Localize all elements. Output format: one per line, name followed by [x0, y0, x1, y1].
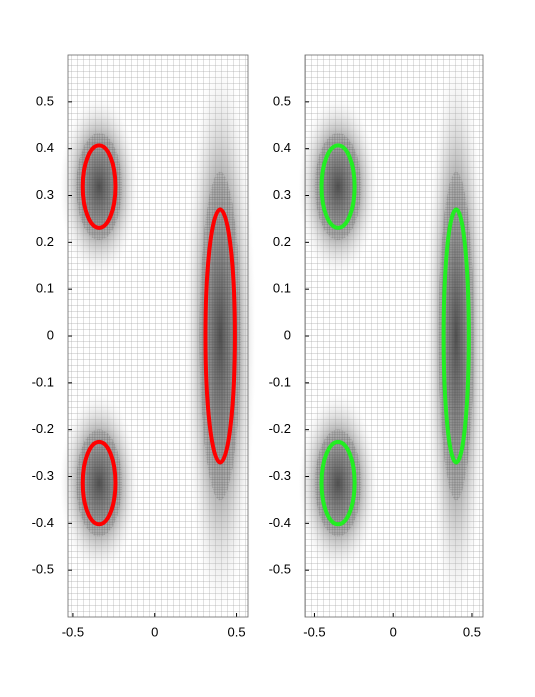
y-tick-label: 0: [284, 327, 291, 342]
x-tick-label: -0.5: [303, 624, 325, 639]
plot-frame: [304, 54, 484, 618]
y-tick-label: 0.2: [36, 234, 54, 249]
x-tick-label: 0.5: [463, 624, 481, 639]
y-tick-label: 0.2: [273, 234, 291, 249]
x-tick-label: 0: [390, 624, 397, 639]
y-tick-label: -0.1: [32, 374, 54, 389]
y-tick-label: 0.1: [36, 281, 54, 296]
contour: [80, 439, 118, 527]
y-tick-label: -0.4: [269, 515, 291, 530]
y-tick-label: -0.1: [269, 374, 291, 389]
y-tick-label: -0.3: [32, 468, 54, 483]
y-tick-label: 0.1: [273, 281, 291, 296]
y-tick-label: 0.4: [273, 140, 291, 155]
y-tick-label: 0: [47, 327, 54, 342]
y-tick-label: 0.3: [273, 187, 291, 202]
y-tick-label: 0.5: [36, 93, 54, 108]
contour: [80, 143, 118, 230]
contour: [441, 207, 471, 465]
y-tick-label: -0.4: [32, 515, 54, 530]
x-tick-label: 0.5: [228, 624, 246, 639]
y-tick-label: 0.4: [36, 140, 54, 155]
y-tick-label: -0.3: [269, 468, 291, 483]
y-tick-label: 0.3: [36, 187, 54, 202]
contour: [203, 207, 237, 465]
y-tick-label: -0.2: [269, 421, 291, 436]
plot-frame: [67, 54, 249, 618]
y-tick-label: -0.5: [269, 562, 291, 577]
y-tick-label: -0.5: [32, 562, 54, 577]
contour: [319, 143, 357, 230]
x-tick-label: -0.5: [62, 624, 84, 639]
y-tick-label: 0.5: [273, 93, 291, 108]
y-tick-label: -0.2: [32, 421, 54, 436]
x-tick-label: 0: [151, 624, 158, 639]
contour: [319, 439, 357, 527]
